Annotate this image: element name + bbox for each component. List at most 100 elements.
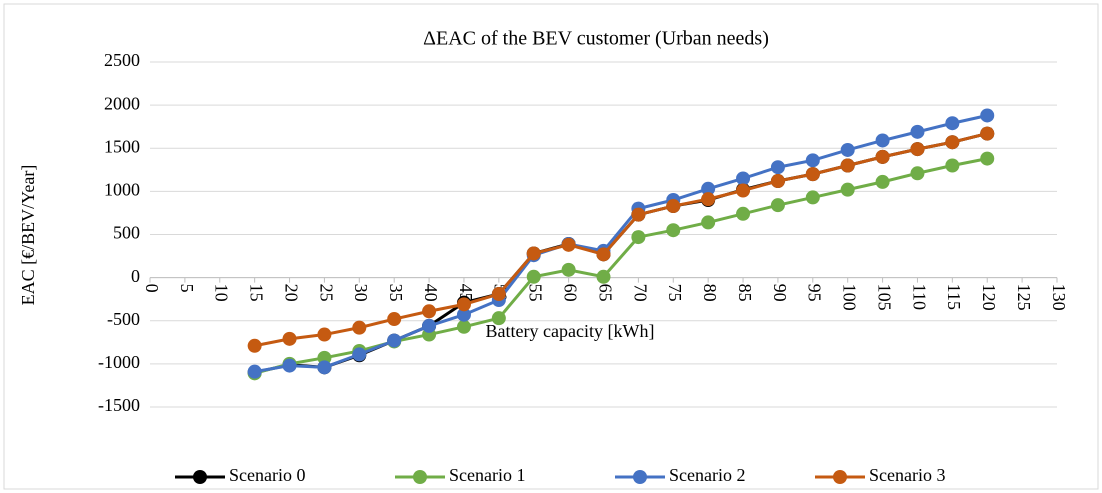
x-tick-label: 100	[840, 284, 860, 311]
y-tick-label: -500	[107, 309, 140, 329]
legend-marker	[193, 470, 207, 484]
y-tick-label: 500	[113, 223, 140, 243]
chart-border	[3, 3, 1099, 490]
data-point	[491, 311, 506, 326]
x-axis-label: Battery capacity [kWh]	[486, 321, 655, 341]
data-point	[247, 364, 262, 379]
data-point	[736, 206, 751, 221]
series-line	[254, 132, 988, 348]
data-point	[805, 153, 820, 168]
data-point	[561, 237, 576, 252]
data-point	[596, 269, 611, 284]
x-tick-label: 95	[805, 284, 825, 302]
legend-label: Scenario 1	[449, 465, 525, 485]
data-point	[980, 126, 995, 141]
data-point	[666, 223, 681, 238]
legend-label: Scenario 2	[669, 465, 745, 485]
data-point	[561, 262, 576, 277]
x-tick-label: 130	[1049, 284, 1069, 311]
x-tick-label: 55	[526, 284, 546, 302]
data-point	[840, 142, 855, 157]
data-point	[805, 167, 820, 182]
data-point	[422, 318, 437, 333]
x-tick-label: 80	[700, 284, 720, 302]
data-point	[247, 338, 262, 353]
data-point	[980, 151, 995, 166]
legend-label: Scenario 0	[229, 465, 305, 485]
data-point	[980, 108, 995, 123]
data-point	[387, 333, 402, 348]
x-tick-label: 10	[212, 284, 232, 302]
data-point	[456, 307, 471, 322]
x-tick-label: 120	[979, 284, 999, 311]
x-tick-label: 30	[351, 284, 371, 302]
x-tick-label: 125	[1014, 284, 1034, 311]
data-point	[631, 230, 646, 245]
x-tick-label: 15	[247, 284, 267, 302]
data-point	[945, 135, 960, 150]
data-point	[596, 247, 611, 262]
x-tick-label: 25	[316, 284, 336, 302]
y-tick-label: 1500	[104, 136, 140, 156]
data-point	[805, 190, 820, 205]
data-point	[701, 181, 716, 196]
data-point	[422, 304, 437, 319]
x-tick-label: 85	[735, 284, 755, 302]
y-axis-label: EAC [€/BEV/Year]	[18, 165, 38, 306]
x-tick-label: 5	[177, 284, 197, 293]
data-point	[770, 174, 785, 189]
data-point	[456, 297, 471, 312]
x-tick-label: 115	[944, 284, 964, 310]
legend-marker	[413, 470, 427, 484]
x-tick-label: 75	[665, 284, 685, 302]
x-tick-label: 60	[560, 284, 580, 302]
x-tick-label: 110	[909, 284, 929, 310]
data-point	[701, 215, 716, 230]
legend-label: Scenario 3	[869, 465, 945, 485]
legend-marker	[633, 470, 647, 484]
data-point	[352, 320, 367, 335]
x-tick-label: 105	[874, 284, 894, 311]
y-tick-label: 2000	[104, 93, 140, 113]
data-point	[736, 171, 751, 186]
y-tick-label: 1000	[104, 180, 140, 200]
data-point	[875, 149, 890, 164]
data-point	[317, 360, 332, 375]
x-tick-label: 0	[142, 284, 162, 293]
y-tick-label: 0	[131, 266, 140, 286]
y-tick-label: -1500	[98, 395, 140, 415]
y-tick-label: -1000	[98, 352, 140, 372]
data-point	[910, 124, 925, 139]
x-tick-label: 70	[630, 284, 650, 302]
data-point	[631, 207, 646, 222]
data-point	[910, 166, 925, 181]
x-tick-label: 20	[281, 284, 301, 302]
data-point	[736, 183, 751, 198]
data-point	[456, 319, 471, 334]
data-point	[352, 347, 367, 362]
data-point	[945, 158, 960, 173]
data-point	[526, 246, 541, 261]
data-point	[526, 269, 541, 284]
x-tick-label: 90	[770, 284, 790, 302]
data-point	[875, 133, 890, 148]
data-point	[770, 160, 785, 175]
data-point	[491, 287, 506, 302]
x-tick-label: 35	[386, 284, 406, 302]
data-point	[770, 198, 785, 213]
data-point	[840, 158, 855, 173]
series-line	[254, 114, 988, 374]
x-tick-label: 65	[595, 284, 615, 302]
data-point	[666, 199, 681, 214]
chart-title: ΔEAC of the BEV customer (Urban needs)	[423, 28, 769, 50]
data-point	[910, 142, 925, 157]
data-point	[945, 116, 960, 131]
data-point	[387, 312, 402, 327]
data-point	[282, 331, 297, 346]
y-tick-label: 2500	[104, 50, 140, 70]
data-point	[282, 358, 297, 373]
data-point	[701, 192, 716, 207]
data-point	[840, 182, 855, 197]
x-tick-label: 40	[421, 284, 441, 302]
